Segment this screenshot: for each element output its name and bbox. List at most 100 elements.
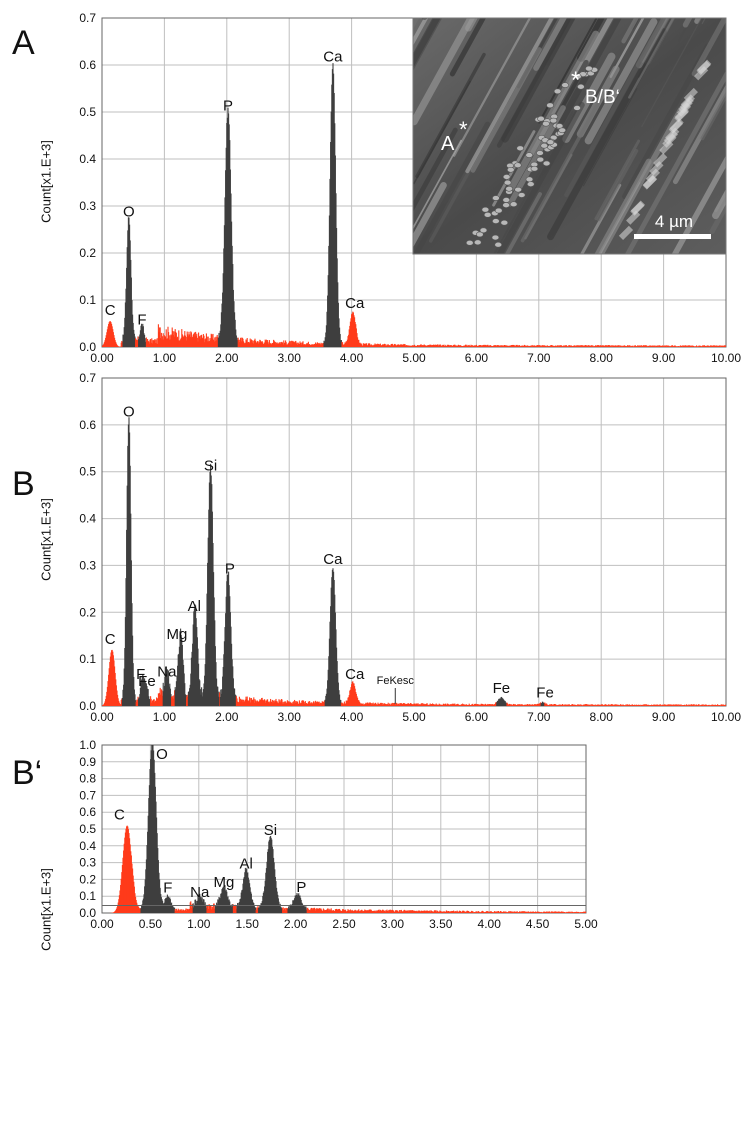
- x-tick-label: 4.00: [340, 351, 364, 365]
- sem-particle: [585, 65, 593, 72]
- peak-label: Fe: [493, 680, 511, 697]
- sem-particle: [542, 160, 551, 167]
- y-tick-label: 0.5: [79, 465, 96, 479]
- sem-bright-streak: [645, 168, 661, 183]
- x-tick-label: 4.50: [526, 917, 550, 931]
- y-tick-label: 0.4: [79, 839, 96, 853]
- sem-fiber: [413, 18, 476, 126]
- peak-label: Fe: [138, 673, 156, 690]
- peak-label: O: [156, 746, 168, 763]
- spectrum-b: 0.0 0.1 0.2 0.3 0.4 0.5 0.6 0.7 0.00 1.00 2.00 3.00…: [79, 371, 741, 724]
- sem-fiber: [493, 111, 574, 254]
- sem-fiber: [596, 148, 639, 222]
- x-tick-label: 1.00: [153, 351, 177, 365]
- sem-fiber: [507, 30, 600, 192]
- sem-fiber: [533, 18, 567, 71]
- sem-particle: [513, 162, 522, 169]
- sem-particle: [483, 212, 492, 218]
- sem-particle: [492, 195, 500, 201]
- inset-asterisk-b: *: [571, 67, 580, 94]
- peak-label: Na: [190, 884, 210, 901]
- scale-bar: [634, 234, 711, 239]
- sem-fiber: [730, 0, 749, 81]
- sem-particle: [540, 142, 549, 149]
- y-tick-label: 0.2: [79, 605, 96, 619]
- sem-fiber: [691, 18, 726, 77]
- x-tick-label: 3.00: [278, 351, 302, 365]
- y-tick-label: 0.7: [79, 371, 96, 385]
- inset-asterisk-a: *: [459, 117, 468, 142]
- peak-label: F: [136, 666, 145, 683]
- x-tick-label: 0.00: [90, 351, 114, 365]
- y-tick-label: 0.2: [79, 246, 96, 260]
- spectrum-bins: [102, 417, 726, 706]
- y-tick-label: 0.0: [79, 906, 96, 920]
- y-tick-label: 0.1: [79, 889, 96, 903]
- x-tick-label: 0.00: [90, 917, 114, 931]
- sem-bright-streak: [665, 127, 680, 142]
- x-tick-label: 1.00: [187, 917, 211, 931]
- sem-fiber: [731, 0, 749, 64]
- x-tick-label: 2.50: [332, 917, 356, 931]
- sem-fiber: [504, 192, 542, 254]
- inset-label-b: B/B‘: [585, 87, 620, 108]
- x-tick-label: 2.00: [215, 710, 239, 724]
- sem-particle: [526, 181, 535, 187]
- sem-fiber: [709, 200, 726, 235]
- y-tick-label: 0.8: [79, 772, 96, 786]
- sem-particle: [542, 120, 550, 127]
- sem-particle: [546, 139, 555, 145]
- y-tick-label: 0.3: [79, 558, 96, 572]
- spectrum-b-prime: 0.0 0.1 0.2 0.3 0.4 0.5 0.6 0.7 0.8 0.9 1.0 0.00 0.5…: [79, 738, 598, 931]
- peak-label: Ca: [323, 48, 343, 65]
- sem-bright-streak: [630, 201, 645, 216]
- sem-fiber: [430, 0, 541, 12]
- y-tick-label: 0.3: [79, 856, 96, 870]
- sem-particle: [479, 227, 488, 234]
- peak-label: Ca: [345, 666, 365, 683]
- peak-label: FeKesc: [377, 675, 415, 687]
- peak-label: C: [105, 631, 116, 648]
- y-tick-label: 0.7: [79, 11, 96, 25]
- sem-fiber: [641, 18, 703, 128]
- peak-label: C: [105, 302, 116, 319]
- y-tick-label: 0.4: [79, 152, 96, 166]
- inset-label-a: A: [441, 133, 455, 155]
- spectrum-bins: [102, 63, 726, 347]
- y-tick-label: 0.6: [79, 805, 96, 819]
- sem-fiber: [594, 139, 641, 221]
- sem-particle: [502, 197, 511, 203]
- sem-fiber: [413, 139, 462, 230]
- sem-fiber: [678, 18, 693, 42]
- sem-fiber: [421, 18, 428, 20]
- sem-fiber: [734, 0, 749, 8]
- panel-label-a: A: [12, 24, 35, 62]
- sem-bright-streak: [653, 153, 668, 168]
- scale-bar-label: 4 µm: [655, 212, 693, 231]
- y-tick-label: 0.0: [79, 340, 96, 354]
- sem-bright-streak: [693, 66, 709, 81]
- sem-particle: [465, 240, 474, 246]
- sem-fiber: [584, 18, 658, 145]
- sem-particle: [536, 150, 544, 156]
- x-tick-label: 8.00: [590, 710, 614, 724]
- sem-particle: [517, 192, 526, 198]
- x-tick-label: 3.50: [429, 917, 453, 931]
- sem-particle: [525, 176, 534, 183]
- y-tick-label: 0.1: [79, 293, 96, 307]
- sem-particle: [502, 174, 511, 180]
- peak-label: Ca: [345, 295, 365, 312]
- x-tick-label: 3.00: [278, 710, 302, 724]
- x-tick-label: 10.00: [711, 351, 741, 365]
- sem-fiber: [465, 18, 554, 174]
- sem-particle: [553, 88, 562, 95]
- peak-label: Al: [240, 855, 253, 872]
- x-tick-label: 8.00: [590, 351, 614, 365]
- sem-fiber: [744, 0, 749, 18]
- peak-label: Si: [204, 457, 217, 474]
- x-tick-label: 9.00: [652, 351, 676, 365]
- sem-fiber: [734, 35, 749, 111]
- y-tick-label: 0.0: [79, 699, 96, 713]
- x-tick-label: 1.50: [236, 917, 260, 931]
